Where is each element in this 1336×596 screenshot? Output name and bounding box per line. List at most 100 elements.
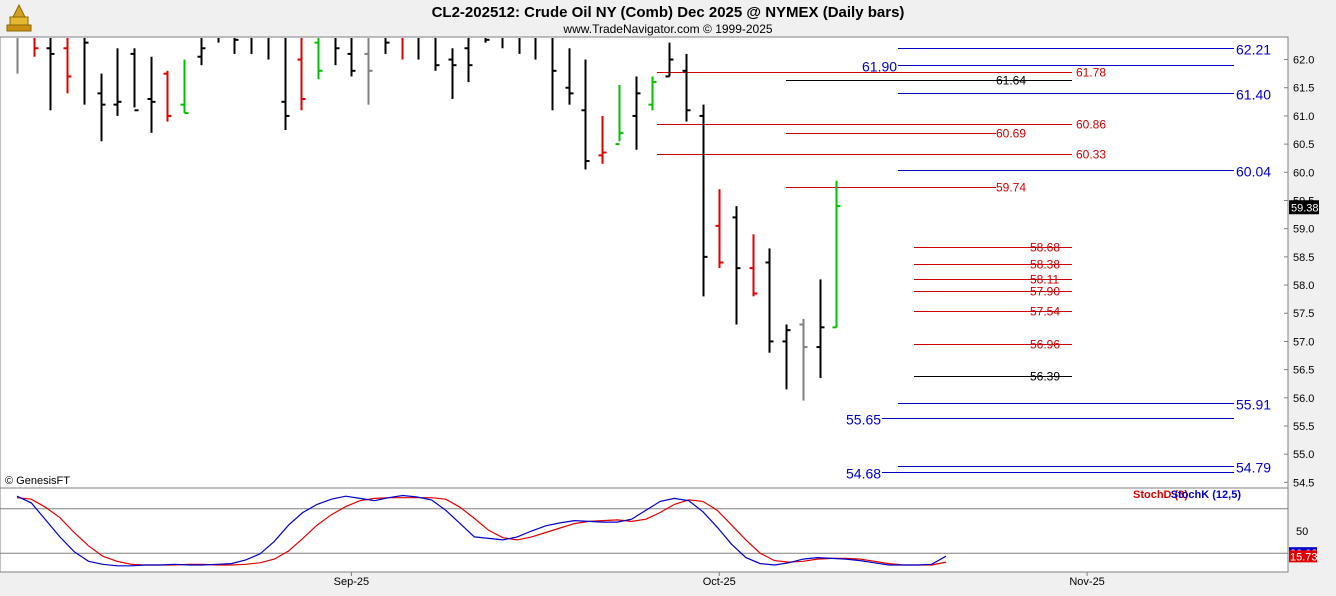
- stoch-tick-label: 50: [1296, 526, 1308, 538]
- ohlc-bar: [250, 38, 253, 54]
- ohlc-bar: [799, 318, 808, 401]
- stoch-last-value-tag: [1289, 550, 1317, 563]
- price-tick-label: 55.5: [1293, 421, 1314, 433]
- date-axis: Sep-25 Oct-25 Nov-25: [334, 572, 1105, 588]
- ohlc-bar: [551, 38, 557, 111]
- level-label: 62.21: [1236, 42, 1271, 58]
- ohlc-bar: [297, 38, 306, 111]
- level-label: 60.04: [1236, 164, 1271, 180]
- ohlc-bar: [217, 38, 220, 43]
- ohlc-bar: [314, 38, 323, 80]
- date-tick-label: Nov-25: [1069, 576, 1104, 588]
- price-tick-label: 57.5: [1293, 308, 1314, 320]
- ohlc-bar: [384, 38, 390, 54]
- ohlc-bar: [130, 48, 139, 112]
- levels-layer: 62.21 61.90 61.78 61.64 61.40 60.86 60.69 60.33…: [657, 42, 1271, 482]
- ohlc-bar: [816, 279, 825, 379]
- level-label: 59.74: [996, 181, 1026, 195]
- current-price-label: 59.38: [1291, 202, 1319, 214]
- ohlc-bar: [180, 59, 189, 115]
- ohlc-bar: [163, 70, 172, 122]
- level-label: 54.68: [846, 466, 881, 482]
- price-tick-label: 60.5: [1293, 139, 1314, 151]
- ohlc-bar: [518, 38, 521, 54]
- legend-stochd: StochD (3): [1133, 489, 1188, 501]
- current-price-marker: [1289, 200, 1319, 215]
- ohlc-bar: [598, 115, 607, 164]
- ohlc-bar: [484, 38, 490, 43]
- price-tick-label: 54.5: [1293, 477, 1314, 489]
- ohlc-bar: [749, 234, 758, 297]
- stochastic-axis: 5020.0315.73: [0, 508, 1318, 563]
- ohlc-bar: [782, 324, 791, 390]
- ohlc-bar: [147, 56, 156, 133]
- level-label: 57.54: [1030, 305, 1060, 319]
- level-label: 60.33: [1076, 148, 1106, 162]
- ohlc-bar: [347, 38, 356, 77]
- ohlc-bar: [16, 38, 19, 74]
- header-logo: [4, 3, 34, 33]
- ohlc-bar: [417, 38, 420, 60]
- ohlc-bar: [113, 48, 122, 116]
- price-tick-label: 55.0: [1293, 449, 1314, 461]
- stochk-line: [16, 494, 947, 567]
- ohlc-bar: [401, 38, 404, 60]
- level-label: 56.39: [1030, 370, 1060, 384]
- ohlc-bar: [464, 38, 473, 83]
- level-label: 54.79: [1236, 460, 1271, 476]
- price-tick-label: 56.5: [1293, 365, 1314, 377]
- level-label: 61.90: [862, 59, 897, 75]
- ohlc-bar: [434, 38, 440, 71]
- level-label: 55.65: [846, 412, 881, 428]
- price-tick-label: 60.0: [1293, 167, 1314, 179]
- copyright-label: © GenesisFT: [5, 475, 70, 487]
- level-label: 58.11: [1030, 273, 1059, 287]
- ohlc-bar: [615, 84, 624, 146]
- ohlc-bar: [715, 189, 724, 269]
- chart-title: CL2-202512: Crude Oil NY (Comb) Dec 2025…: [432, 4, 905, 21]
- price-tick-label: 56.0: [1293, 393, 1314, 405]
- ohlc-bar: [501, 38, 504, 49]
- price-tick-label: 61.5: [1293, 83, 1314, 95]
- ohlc-bar: [632, 76, 641, 150]
- price-tick-label: 58.5: [1293, 252, 1314, 264]
- level-label: 61.78: [1076, 66, 1106, 80]
- price-tick-label: 59.0: [1293, 224, 1314, 236]
- price-tick-label: 61.0: [1293, 111, 1314, 123]
- date-tick-label: Oct-25: [703, 576, 736, 588]
- ohlc-bar: [448, 48, 457, 100]
- stochastic-lines: [16, 494, 947, 567]
- date-tick-label: Sep-25: [334, 576, 369, 588]
- ohlc-bar: [581, 59, 590, 170]
- level-label: 60.69: [996, 127, 1026, 141]
- price-tick-label: 57.0: [1293, 336, 1314, 348]
- ohlc-bar: [832, 180, 841, 329]
- level-label: 55.91: [1236, 397, 1271, 413]
- ohlc-bar: [233, 38, 239, 54]
- ohlc-bar: [97, 73, 106, 142]
- price-axis: 62.061.561.060.560.059.559.058.558.057.5…: [1284, 55, 1319, 489]
- ohlc-bar: [665, 42, 674, 78]
- ohlc-bar: [699, 104, 708, 297]
- level-label: 61.40: [1236, 87, 1271, 103]
- ohlc-bar: [732, 206, 741, 325]
- stoch-last-value: 15.73: [1290, 551, 1318, 563]
- ohlc-bar: [197, 38, 206, 66]
- level-label: 58.68: [1030, 241, 1060, 255]
- price-tick-label: 62.0: [1293, 55, 1314, 67]
- price-panel[interactable]: [0, 36, 1289, 489]
- ohlc-bar: [648, 76, 657, 111]
- ohlc-bar: [33, 38, 39, 57]
- ohlc-bar: [334, 38, 340, 66]
- price-tick-label: 58.0: [1293, 280, 1314, 292]
- price-bars: [16, 38, 841, 401]
- level-label: 56.96: [1030, 338, 1060, 352]
- ohlc-bar: [765, 248, 774, 353]
- ohlc-bar: [534, 38, 537, 60]
- ohlc-bar: [281, 38, 290, 131]
- stochastic-panel[interactable]: [0, 487, 1289, 573]
- ohlc-bar: [83, 38, 89, 105]
- chart-subtitle: www.TradeNavigator.com © 1999-2025: [562, 22, 772, 36]
